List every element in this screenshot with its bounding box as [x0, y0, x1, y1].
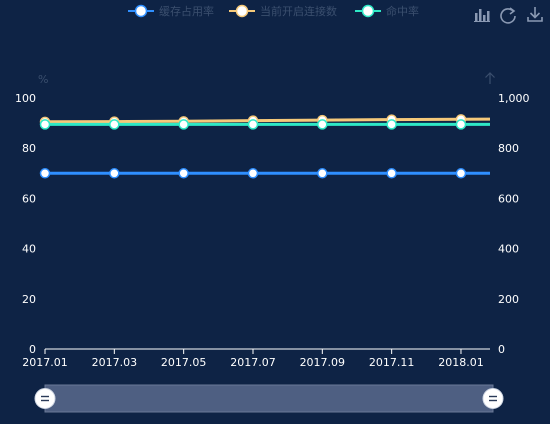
y-right-tick-label: 800	[498, 142, 519, 155]
x-tick-label: 2017.11	[369, 356, 415, 369]
y-right-tick-label: 0	[498, 343, 505, 356]
legend-marker	[361, 4, 375, 18]
data-point[interactable]	[39, 168, 51, 179]
slider-window[interactable]	[44, 384, 494, 413]
data-point[interactable]	[247, 119, 259, 130]
legend: 缓存占用率 当前开启连接数 命中率	[128, 4, 419, 18]
data-point[interactable]	[109, 119, 120, 130]
data-point[interactable]	[386, 168, 397, 179]
y-left-tick-label: 40	[22, 243, 36, 256]
y-right-tick-label: 400	[498, 243, 519, 256]
x-tick-label: 2017.03	[92, 356, 138, 369]
data-point[interactable]	[247, 168, 259, 179]
y-left-tick-label: 60	[22, 192, 36, 205]
data-point[interactable]	[317, 168, 328, 179]
x-tick-label: 2017.07	[230, 356, 276, 369]
data-point[interactable]	[178, 168, 189, 179]
data-point[interactable]	[455, 119, 467, 130]
legend-marker	[235, 4, 249, 18]
data-zoom-slider[interactable]	[34, 384, 504, 413]
x-tick-label: 2017.09	[300, 356, 346, 369]
data-point[interactable]	[386, 119, 397, 130]
series-line	[44, 117, 491, 124]
left-axis-unit: %	[38, 73, 48, 86]
data-point[interactable]	[109, 168, 120, 179]
y-left-tick-label: 0	[29, 343, 36, 356]
arrow-up-icon	[485, 72, 495, 84]
legend-label: 缓存占用率	[159, 4, 214, 18]
refresh-icon[interactable]	[500, 7, 516, 24]
toolbox	[474, 7, 543, 24]
y-right-tick-label: 1,000	[498, 92, 530, 105]
legend-marker	[134, 4, 148, 18]
download-icon[interactable]	[527, 7, 543, 22]
y-right-tick-label: 200	[498, 293, 519, 306]
legend-item[interactable]: 命中率	[355, 4, 419, 18]
legend-item[interactable]: 当前开启连接数	[229, 4, 337, 18]
y-left-tick-label: 20	[22, 293, 36, 306]
series-layer	[39, 114, 491, 179]
slider-handle-right[interactable]	[482, 388, 504, 409]
y-left-tick-label: 80	[22, 142, 36, 155]
y-right-tick-label: 600	[498, 192, 519, 205]
bar-chart-icon[interactable]	[474, 9, 490, 22]
slider-handle-left[interactable]	[34, 388, 56, 409]
y-left-tick-label: 100	[15, 92, 36, 105]
data-point[interactable]	[455, 168, 467, 179]
legend-label: 当前开启连接数	[260, 4, 337, 18]
data-point[interactable]	[178, 119, 189, 130]
data-point[interactable]	[39, 119, 51, 130]
legend-item[interactable]: 缓存占用率	[128, 4, 214, 18]
axes: 2017.01 2017.03 2017.05 2017.07 2017.09 2017.…	[15, 92, 530, 369]
legend-label: 命中率	[386, 4, 419, 18]
x-tick-label: 2017.05	[161, 356, 207, 369]
x-tick-label: 2017.01	[22, 356, 68, 369]
x-tick-label: 2018.01	[438, 356, 484, 369]
data-point[interactable]	[317, 119, 328, 130]
